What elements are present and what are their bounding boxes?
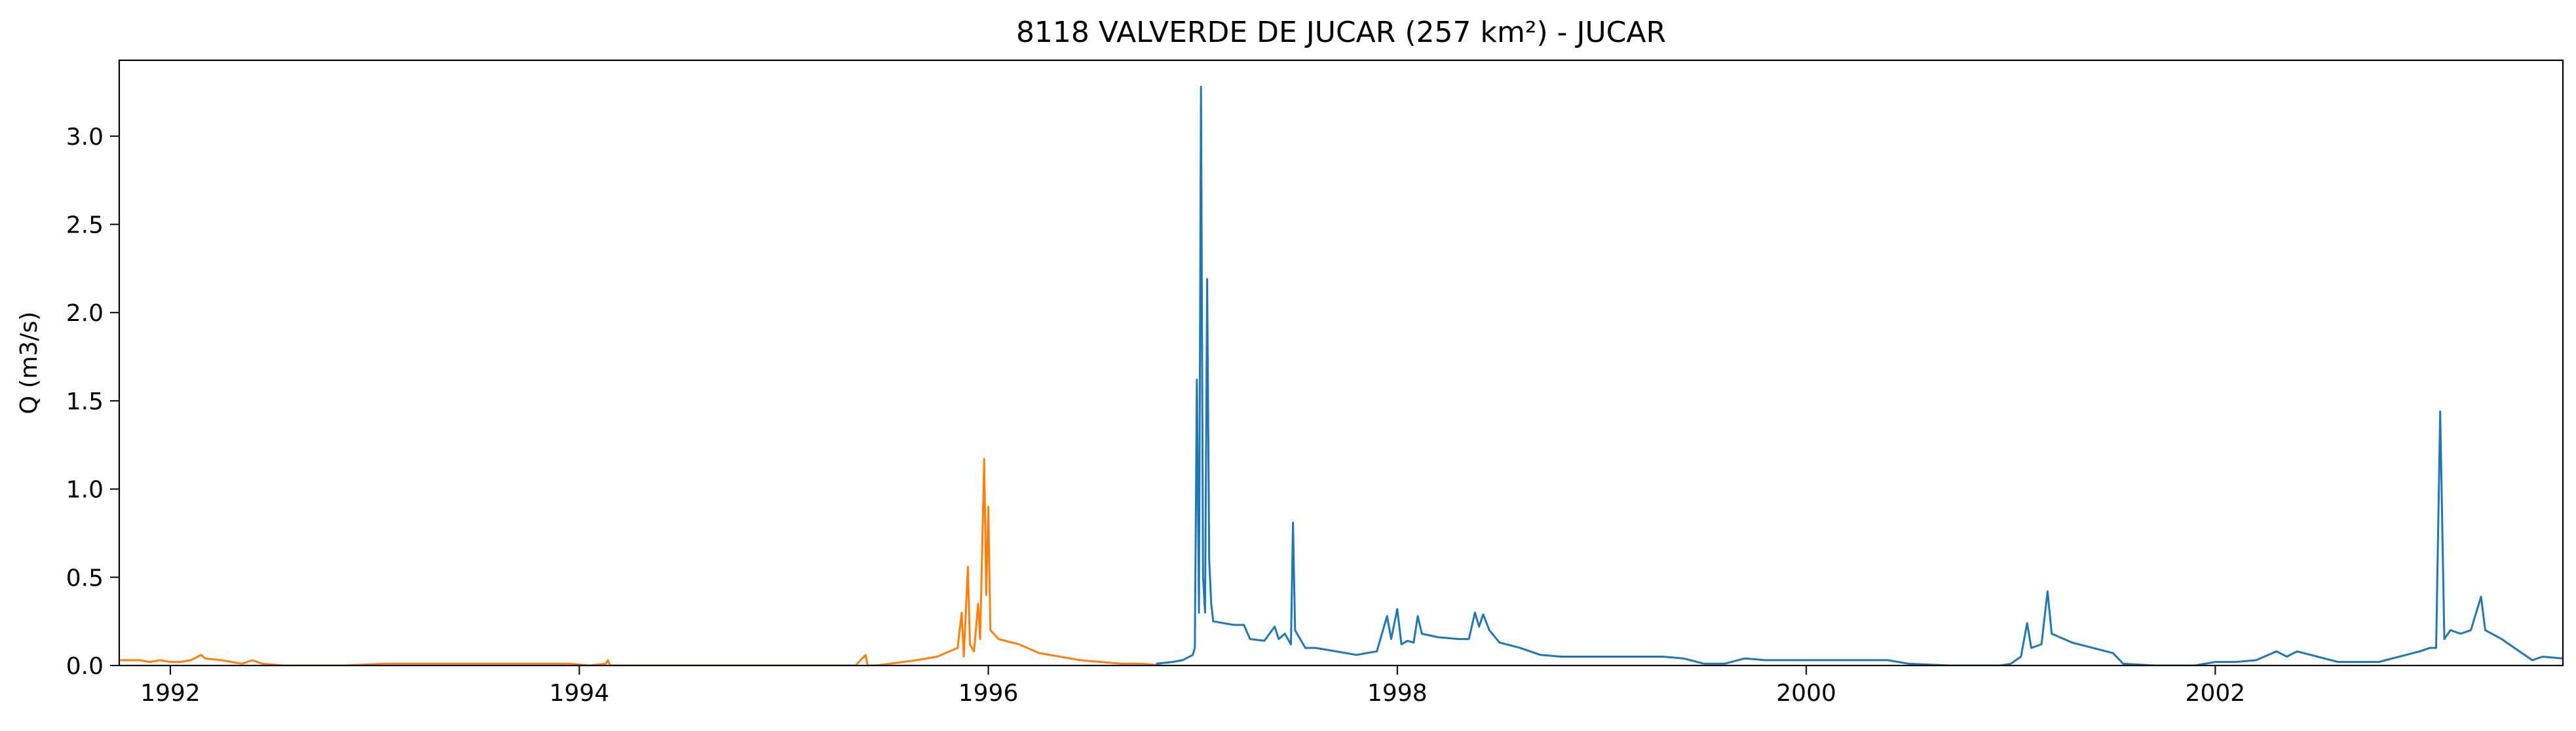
y-tick-label: 3.0	[66, 124, 104, 151]
y-tick-label: 2.5	[66, 212, 104, 239]
x-tick-label: 1992	[140, 680, 200, 707]
x-tick-label: 1994	[549, 680, 609, 707]
y-tick-label: 1.0	[66, 477, 104, 504]
x-tick-label: 2002	[2186, 680, 2246, 707]
y-tick-label: 0.5	[66, 565, 104, 591]
x-tick-label: 1996	[958, 680, 1019, 707]
series-line-1	[1156, 85, 2563, 665]
x-tick-label: 1998	[1367, 680, 1428, 707]
y-tick-label: 2.0	[66, 300, 104, 327]
y-axis: 0.0 0.5 1.0 1.5 2.0 2.5 3.0	[66, 124, 119, 680]
series-layer	[119, 85, 2563, 665]
y-tick-label: 1.5	[66, 388, 104, 415]
series-line-0	[119, 458, 1163, 665]
x-tick-label: 2000	[1776, 680, 1836, 707]
chart-title: 8118 VALVERDE DE JUCAR (257 km²) - JUCAR	[1016, 16, 1666, 49]
y-axis-label: Q (m3/s)	[16, 312, 43, 415]
x-axis: 1992 1994 1996 1998 2000 2002	[140, 665, 2245, 707]
plot-frame	[118, 59, 2564, 667]
y-tick-label: 0.0	[66, 653, 104, 680]
